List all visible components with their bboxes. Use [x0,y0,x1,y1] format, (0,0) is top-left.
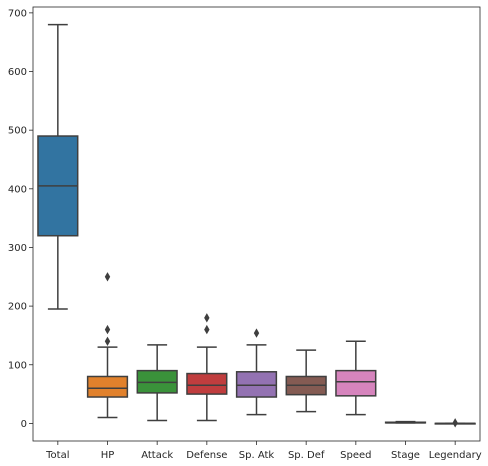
box-total [37,23,79,310]
box-attack [136,344,178,422]
y-tick-label: 700 [8,8,27,19]
iqr-box [235,371,278,398]
outlier-point [452,418,458,428]
outlier-point [204,313,210,323]
box-speed [335,340,377,416]
box-sp-atk [235,328,278,416]
y-tick-label: 500 [8,126,27,137]
y-tick-label: 600 [8,67,27,78]
y-axis: 0 100 200 300 400 500 600 700 [8,8,33,430]
y-tick-label: 0 [21,419,27,430]
iqr-box [335,369,377,397]
iqr-box [86,375,129,398]
y-tick-label: 400 [8,184,27,195]
box-hp [86,272,129,419]
x-tick-label: Total [45,450,69,461]
box-defense [186,313,228,422]
x-axis: Total HP Attack Defense Sp. Atk Sp. Def Speed S… [45,441,482,461]
outlier-point [104,324,111,335]
x-tick-label: Legendary [429,450,482,461]
box-sp-def [285,349,327,413]
outlier-point [104,272,111,282]
outlier-point [253,328,260,338]
y-tick-label: 200 [8,302,27,313]
x-tick-label: Defense [186,450,227,461]
x-tick-label: Speed [340,450,371,461]
x-tick-label: Stage [391,450,420,461]
x-tick-label: Sp. Atk [239,450,275,461]
x-tick-label: Attack [141,450,173,461]
iqr-box [186,372,228,395]
outlier-point [204,324,210,335]
outlier-point [104,336,111,346]
x-tick-label: Sp. Def [288,450,325,461]
y-tick-label: 300 [8,243,27,254]
plot-area [37,23,476,428]
box-legendary [434,418,476,428]
x-tick-label: HP [101,450,115,461]
y-tick-label: 100 [8,360,27,371]
box-stage [384,420,427,424]
